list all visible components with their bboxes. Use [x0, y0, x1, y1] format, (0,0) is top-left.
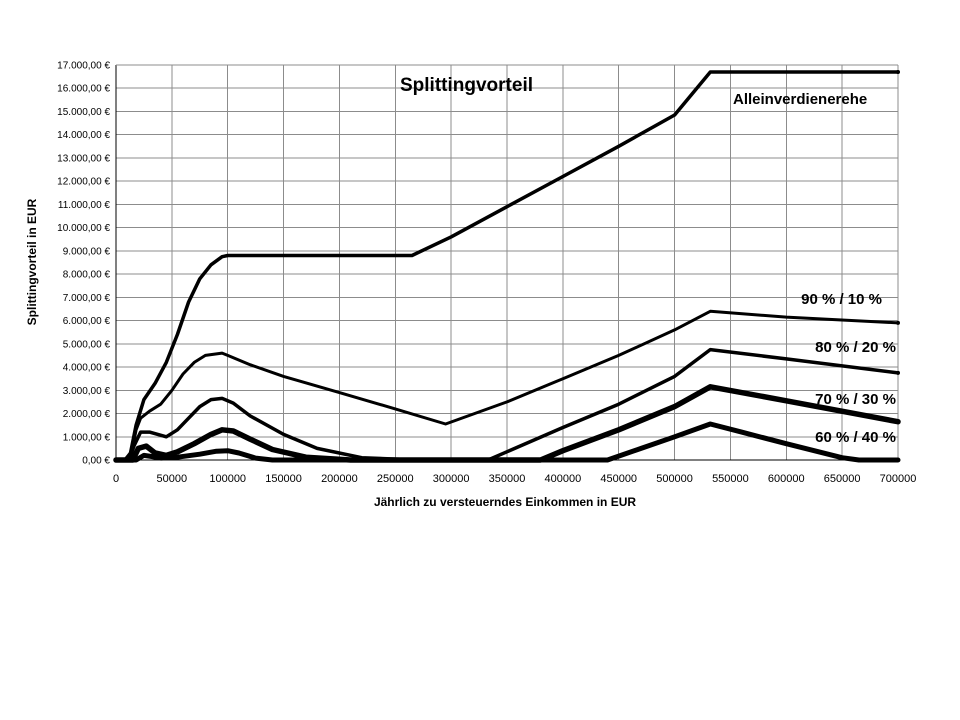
y-tick-label: 16.000,00 € — [57, 84, 110, 95]
y-tick-label: 11.000,00 € — [58, 200, 111, 211]
series-label-5: 60 % / 40 % — [815, 429, 896, 446]
series-line-3 — [114, 347, 900, 462]
x-tick-label: 350000 — [489, 473, 526, 485]
series-label-4: 70 % / 30 % — [815, 391, 896, 408]
y-tick-label: 5.000,00 € — [63, 339, 111, 350]
x-tick-label: 400000 — [544, 473, 581, 485]
x-tick-label: 450000 — [600, 473, 637, 485]
x-tick-labels: 0 50000 100000 150000 200000 250000 300000 3500… — [113, 473, 916, 485]
grid-lines — [116, 64, 899, 460]
series-end-marker — [896, 458, 900, 462]
y-tick-label: 1.000,00 € — [63, 432, 111, 443]
x-tick-label: 700000 — [880, 473, 917, 485]
series-label-1: Alleinverdienerehe — [733, 91, 867, 108]
y-axis-title: Splittingvorteil in EUR — [25, 198, 39, 325]
series-line-5 — [113, 421, 901, 463]
x-tick-label: 250000 — [377, 473, 414, 485]
y-tick-label: 10.000,00 € — [57, 223, 110, 234]
y-tick-label: 4.000,00 € — [63, 363, 111, 374]
series-line-4 — [113, 384, 901, 463]
series-lines — [113, 69, 901, 463]
series-end-marker — [896, 69, 900, 74]
series-end-marker — [896, 320, 900, 325]
x-axis-title: Jährlich zu versteuerndes Einkommen in E… — [374, 495, 636, 509]
y-tick-label: 14.000,00 € — [57, 130, 110, 141]
series-label-3: 80 % / 20 % — [815, 339, 896, 356]
y-tick-label: 3.000,00 € — [63, 386, 111, 397]
x-tick-label: 100000 — [209, 473, 246, 485]
y-tick-label: 7.000,00 € — [63, 293, 111, 304]
x-tick-label: 600000 — [768, 473, 805, 485]
x-tick-label: 50000 — [157, 473, 188, 485]
y-tick-label: 9.000,00 € — [63, 246, 111, 257]
x-tick-label: 150000 — [265, 473, 302, 485]
y-tick-label: 6.000,00 € — [63, 316, 111, 327]
y-tick-label: 2.000,00 € — [63, 409, 111, 420]
x-tick-label: 650000 — [824, 473, 861, 485]
x-tick-label: 550000 — [712, 473, 749, 485]
y-tick-label: 17.000,00 € — [57, 61, 110, 72]
y-tick-label: 15.000,00 € — [57, 107, 110, 118]
x-tick-label: 0 — [113, 473, 119, 485]
y-tick-label: 12.000,00 € — [57, 177, 110, 188]
x-tick-label: 200000 — [321, 473, 358, 485]
y-tick-label: 0,00 € — [82, 456, 110, 467]
series-label-2: 90 % / 10 % — [801, 291, 882, 308]
series-line-2 — [114, 309, 900, 462]
series-line-1 — [114, 70, 900, 462]
series-end-marker — [896, 370, 900, 375]
y-tick-labels: 0,00 € 1.000,00 € 2.000,00 € 3.000,00 € 4.00… — [57, 61, 110, 467]
series-labels: Alleinverdienerehe 90 % / 10 % 80 % / 20 %… — [733, 91, 896, 446]
y-tick-label: 8.000,00 € — [63, 270, 111, 281]
series-end-marker — [896, 419, 900, 424]
chart-title: Splittingvorteil — [400, 75, 533, 96]
x-tick-label: 300000 — [433, 473, 470, 485]
y-tick-label: 13.000,00 € — [57, 153, 110, 164]
x-tick-label: 500000 — [656, 473, 693, 485]
